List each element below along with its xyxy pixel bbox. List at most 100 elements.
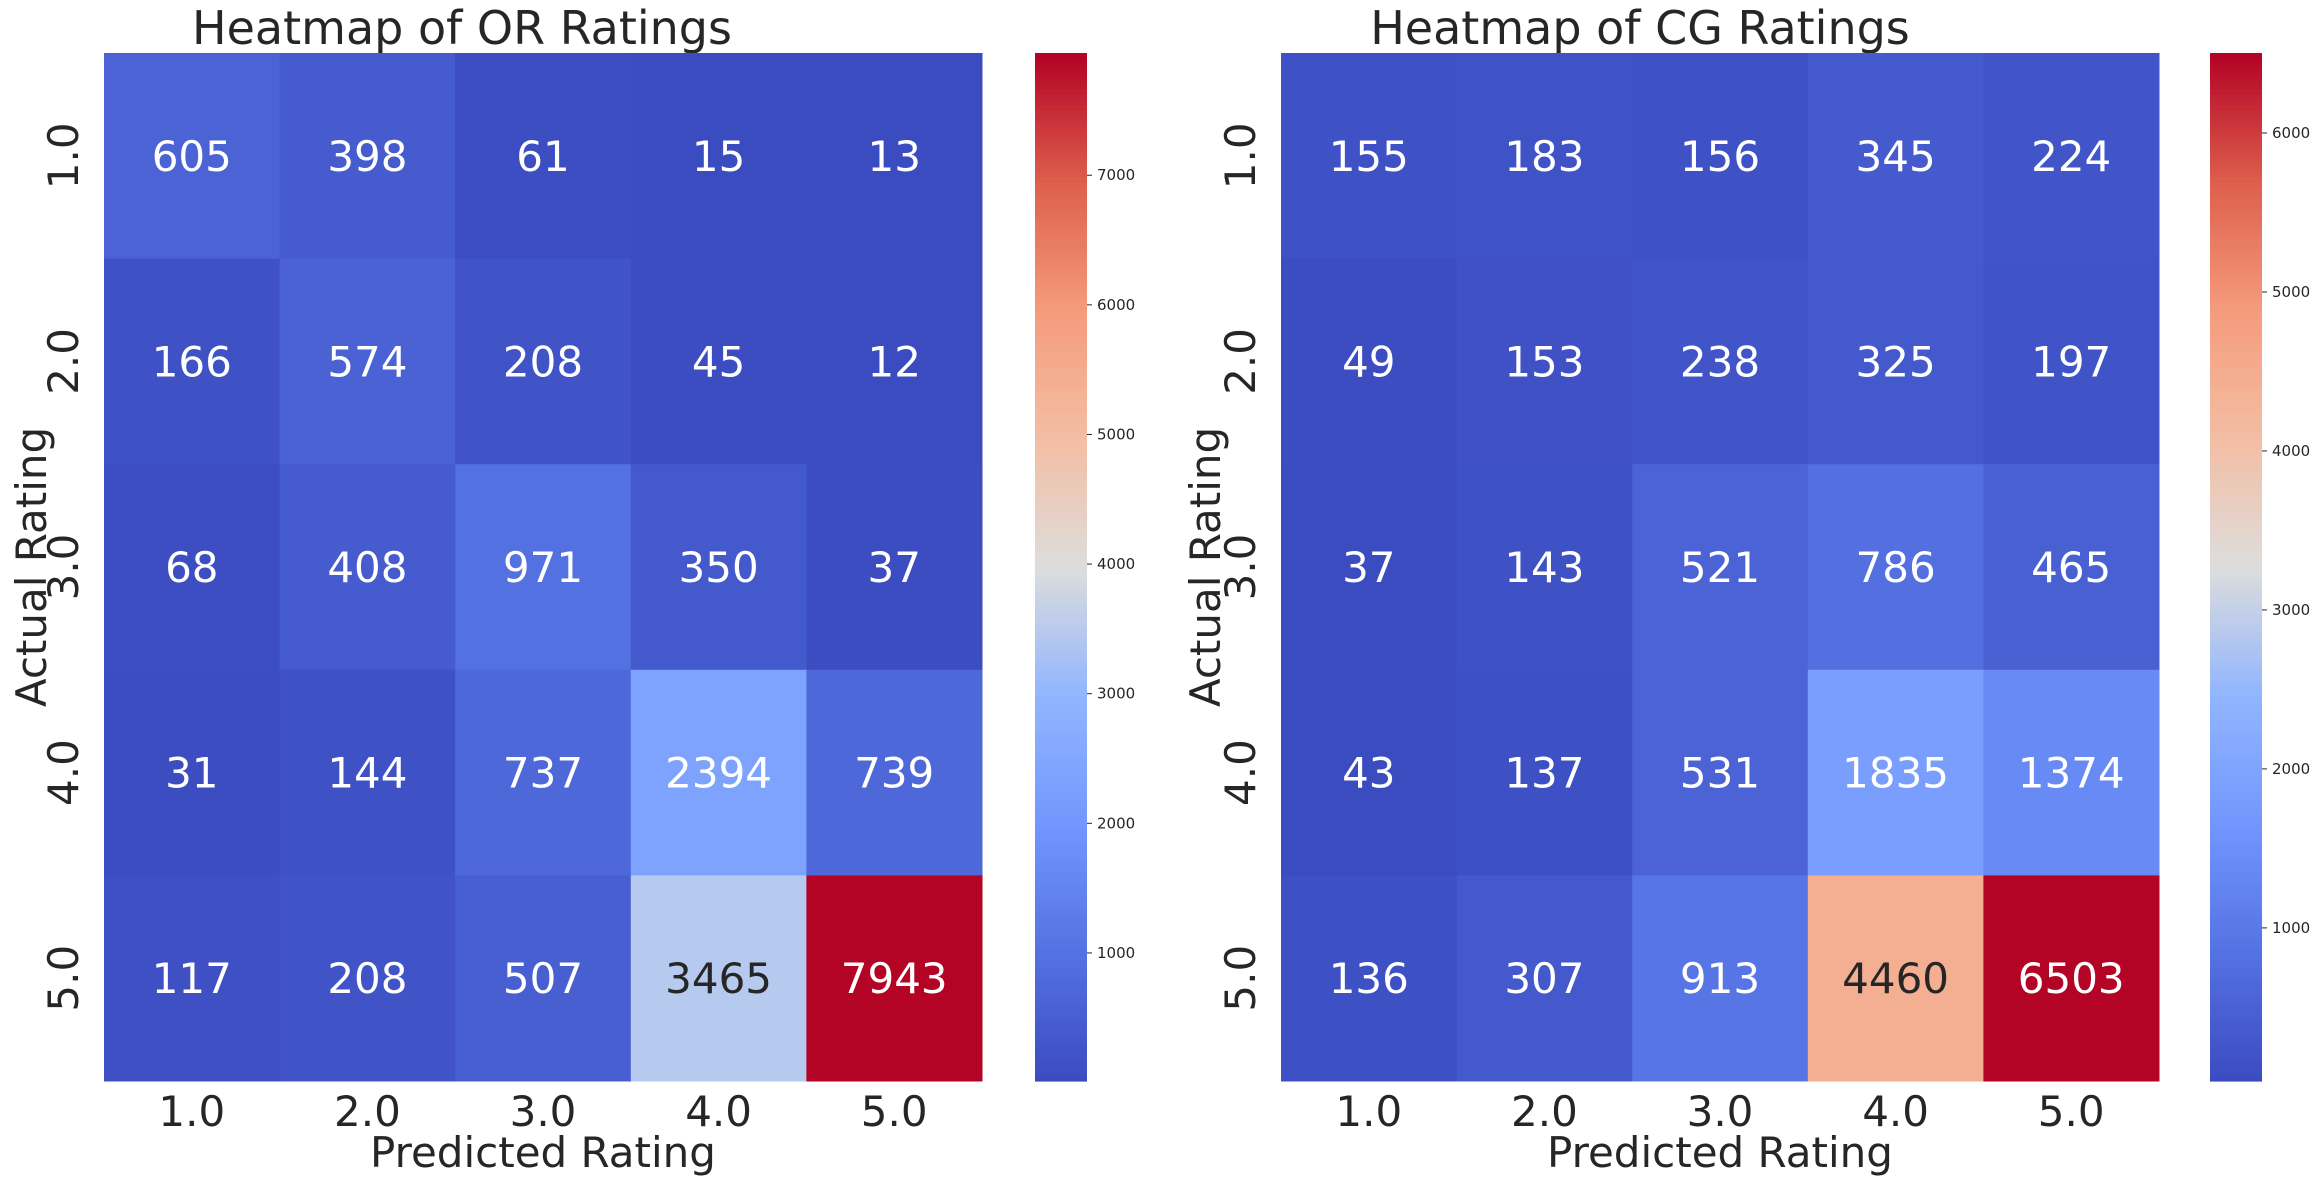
colorbar-tick-label: 5000	[2272, 283, 2310, 301]
cell-value-label: 307	[1504, 954, 1584, 1003]
colorbar-segment	[1035, 279, 1087, 285]
colorbar-segment	[2210, 983, 2262, 990]
colorbar-segment	[1035, 227, 1087, 234]
colorbar-segment	[1035, 602, 1087, 609]
colorbar-segment	[1035, 484, 1087, 491]
colorbar-segment	[1035, 310, 1087, 316]
colorbar-segment	[2210, 993, 2262, 1000]
heatmap-cell	[1456, 53, 1633, 260]
colorbar-segment	[2210, 392, 2262, 398]
colorbar-segment	[2210, 479, 2262, 486]
colorbar-segment	[2210, 870, 2262, 876]
cell-value-label: 43	[1342, 749, 1395, 798]
colorbar-segment	[2210, 782, 2262, 789]
colorbar-segment	[2210, 145, 2262, 152]
colorbar-segment	[2210, 320, 2262, 327]
colorbar-segment	[1035, 315, 1087, 321]
colorbar-segment	[2210, 988, 2262, 995]
cell-value-label: 45	[692, 337, 745, 386]
colorbar-segment	[1035, 998, 1087, 1005]
heatmap-cell	[1456, 258, 1633, 465]
colorbar-segment	[1035, 160, 1087, 167]
colorbar-segment	[1035, 176, 1087, 183]
heatmap-cell	[1983, 669, 2160, 876]
colorbar-segment	[2210, 469, 2262, 476]
colorbar-segment	[2210, 890, 2262, 897]
colorbar-segment	[1035, 736, 1087, 743]
colorbar-segment	[1035, 1039, 1087, 1046]
cell-value-label: 4460	[1842, 954, 1949, 1003]
cell-value-label: 325	[1856, 337, 1936, 386]
heatmap-cell	[104, 669, 281, 876]
colorbar-segment	[2210, 1050, 2262, 1056]
colorbar-segment	[1035, 345, 1087, 352]
colorbar-segment	[1035, 1050, 1087, 1056]
colorbar-segment	[2210, 58, 2262, 64]
colorbar-segment	[1035, 130, 1087, 136]
colorbar-segment	[2210, 207, 2262, 213]
heatmap-cell	[806, 464, 983, 671]
y-tick-label: 1.0	[1216, 122, 1265, 189]
heatmap-cell	[1807, 669, 1984, 876]
colorbar-segment	[2210, 628, 2262, 635]
colorbar-segment	[1035, 222, 1087, 229]
colorbar-segment	[1035, 1060, 1087, 1067]
colorbar-tick-label: 2000	[1097, 814, 1135, 832]
colorbar-segment	[2210, 166, 2262, 172]
heatmap-cell	[1456, 669, 1633, 876]
colorbar-segment	[1035, 988, 1087, 995]
y-tick-label: 2.0	[1216, 328, 1265, 395]
colorbar-segment	[1035, 294, 1087, 301]
colorbar-segment	[1035, 1070, 1087, 1077]
colorbar-tick-label: 2000	[2272, 760, 2310, 778]
cell-value-label: 737	[503, 749, 583, 798]
y-tick-label: 1.0	[39, 122, 88, 189]
colorbar-segment	[2210, 690, 2262, 697]
heatmap-cell	[630, 464, 807, 671]
colorbar-segment	[2210, 613, 2262, 619]
colorbar-segment	[2210, 176, 2262, 183]
colorbar-segment	[1035, 330, 1087, 337]
colorbar-segment	[2210, 258, 2262, 265]
heatmap-cell	[1983, 258, 2160, 465]
heatmap-cell	[104, 875, 281, 1082]
colorbar-segment	[1035, 844, 1087, 851]
colorbar-segment	[1035, 551, 1087, 558]
colorbar-segment	[2210, 1045, 2262, 1051]
colorbar-tick-label: 3000	[1097, 685, 1135, 703]
colorbar-segment	[1035, 58, 1087, 64]
colorbar-tick-label: 5000	[1097, 425, 1135, 443]
cell-value-label: 739	[854, 749, 934, 798]
colorbar-segment	[2210, 443, 2262, 450]
colorbar-segment	[2210, 238, 2262, 244]
heatmap-cell	[279, 53, 456, 260]
colorbar-segment	[2210, 150, 2262, 157]
colorbar-segment	[1035, 926, 1087, 933]
colorbar-segment	[1035, 731, 1087, 738]
colorbar-segment	[1035, 705, 1087, 712]
colorbar-segment	[1035, 263, 1087, 270]
colorbar-segment	[1035, 993, 1087, 1000]
colorbar-segment	[2210, 371, 2262, 378]
colorbar-segment	[1035, 212, 1087, 219]
colorbar-segment	[1035, 669, 1087, 676]
colorbar-segment	[1035, 124, 1087, 131]
colorbar-segment	[1035, 289, 1087, 296]
colorbar-segment	[2210, 875, 2262, 882]
colorbar-segment	[2210, 1003, 2262, 1010]
cell-value-label: 7943	[841, 954, 948, 1003]
y-tick-label: 4.0	[39, 739, 88, 806]
colorbar-segment	[2210, 885, 2262, 892]
colorbar-segment	[2210, 705, 2262, 712]
colorbar-segment	[2210, 284, 2262, 291]
colorbar-segment	[1035, 88, 1087, 95]
colorbar-segment	[1035, 685, 1087, 691]
colorbar-segment	[2210, 448, 2262, 455]
colorbar-segment	[1035, 567, 1087, 573]
colorbar-segment	[1035, 644, 1087, 650]
colorbar-segment	[2210, 407, 2262, 414]
colorbar-segment	[1035, 967, 1087, 974]
colorbar-segment	[2210, 99, 2262, 105]
heatmap-cell	[455, 464, 632, 671]
cell-value-label: 61	[516, 132, 569, 181]
